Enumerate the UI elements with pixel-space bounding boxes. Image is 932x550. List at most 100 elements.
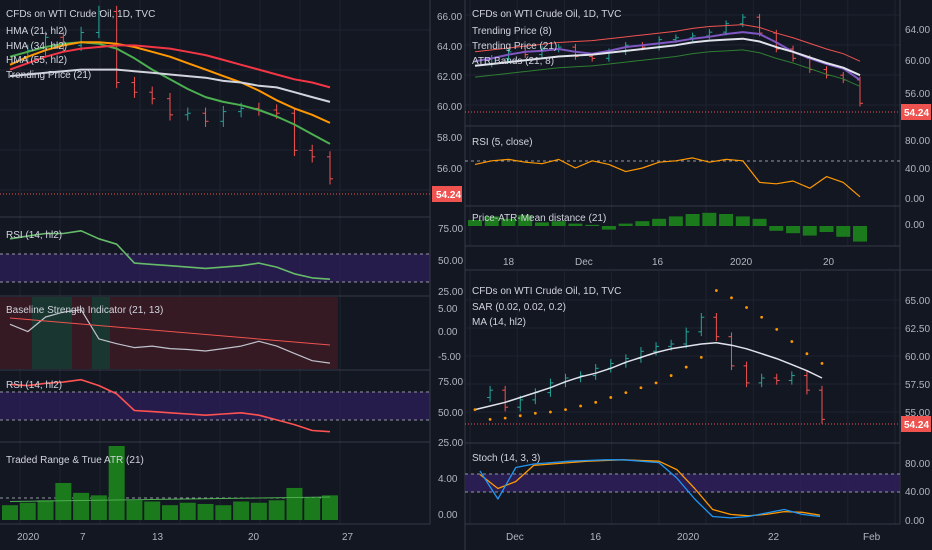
tr-pam-bar xyxy=(501,218,516,226)
tr-pam-bar xyxy=(685,214,700,226)
tr-pam-label[interactable]: Price-ATR-Mean distance (21) xyxy=(472,213,606,224)
br-legend-0[interactable]: SAR (0.02, 0.02, 0.2) xyxy=(472,302,566,313)
br-lines xyxy=(473,289,824,519)
left-atr-bar xyxy=(162,505,178,520)
tr-legend-0[interactable]: Trending Price (8) xyxy=(472,26,552,37)
tr-rsi-tick-2: 0.00 xyxy=(905,194,925,205)
left-atr-bar xyxy=(73,492,90,520)
left-atr-bar xyxy=(250,502,267,520)
tr-pam-bar xyxy=(585,224,600,226)
tr-trend21-line xyxy=(474,37,861,77)
br-sar-dot xyxy=(775,328,779,331)
tr-pam-bar xyxy=(518,215,533,226)
left-atr-bar xyxy=(90,495,107,520)
tr-x-tick-1: Dec xyxy=(575,257,593,268)
left-rsi2-tick-2: 25.00 xyxy=(438,438,463,449)
left-atr-bar xyxy=(144,501,161,520)
tr-pam-bar xyxy=(719,214,734,226)
tr-atr-lower xyxy=(474,49,861,87)
left-series-line-0 xyxy=(9,41,331,145)
left-atr-bar xyxy=(215,505,232,520)
br-sar-dot xyxy=(624,391,628,394)
tr-pam-bar xyxy=(735,216,750,226)
left-atr-bar xyxy=(322,495,338,520)
left-x-tick-0: 2020 xyxy=(17,532,40,543)
left-x-tick-4: 27 xyxy=(342,532,354,543)
left-bsi-label[interactable]: Baseline Strength Indicator (21, 13) xyxy=(6,305,163,316)
left-atr-bar xyxy=(37,500,54,520)
tr-title: CFDs on WTI Crude Oil, 1D, TVC xyxy=(472,9,621,20)
br-x-tick-0: Dec xyxy=(506,532,524,543)
br-sar-dot xyxy=(684,365,688,369)
left-rsi1-tick-2: 25.00 xyxy=(438,287,463,298)
tr-pam-bar xyxy=(702,212,717,226)
left-price-badge xyxy=(432,186,462,202)
left-atr-bar xyxy=(179,502,196,520)
br-stoch-d-line xyxy=(479,459,821,517)
left-atr-bar xyxy=(55,483,72,520)
br-sar-dot xyxy=(488,417,492,421)
br-sar-dot xyxy=(564,408,567,412)
left-rsi2-line xyxy=(9,378,331,433)
tr-pam-bar xyxy=(836,226,851,237)
tr-rsi-tick-0: 80.00 xyxy=(905,136,930,147)
left-atr-bars xyxy=(2,446,338,520)
tr-pam-bar xyxy=(601,226,616,230)
tr-pam-bar xyxy=(652,218,667,226)
left-rsi1-label[interactable]: RSI (14, hl2) xyxy=(6,230,62,241)
tr-pam-bar xyxy=(802,226,817,236)
left-atr-tick-1: 0.00 xyxy=(438,510,458,521)
br-sar-dot xyxy=(714,289,718,292)
left-atr-line xyxy=(9,496,331,502)
left-atr-bar xyxy=(304,497,321,520)
br-sar-dot xyxy=(730,296,733,300)
tr-pam-bar xyxy=(668,216,683,226)
left-legend-2[interactable]: HMA (55, hl2) xyxy=(6,55,67,66)
left-x-tick-2: 13 xyxy=(152,532,164,543)
left-bsi-tick-1: 0.00 xyxy=(438,327,458,338)
tr-legend-1[interactable]: Trending Price (21) xyxy=(472,41,557,52)
tr-pam-bars xyxy=(468,212,867,242)
tr-pam-bar xyxy=(484,216,499,226)
tr-pam-tick-0: 0.00 xyxy=(905,220,925,231)
br-sar-dot xyxy=(579,404,583,408)
tr-pam-bar xyxy=(534,222,549,226)
left-bsi-trend xyxy=(9,317,331,346)
br-x-tick-1: 16 xyxy=(590,532,602,543)
left-legend-0[interactable]: HMA (21, hl2) xyxy=(6,26,67,37)
left-price-badge-text: 54.24 xyxy=(436,190,461,201)
left-rsi1-line xyxy=(9,230,331,280)
br-x-tick-2: 2020 xyxy=(677,532,700,543)
left-atr-bar xyxy=(197,503,214,520)
tr-legend-2[interactable]: ATR Bands (21, 8) xyxy=(472,56,554,67)
left-rsi2-tick-0: 75.00 xyxy=(438,377,463,388)
tr-rsi-line xyxy=(474,157,861,198)
br-stoch-tick-2: 0.00 xyxy=(905,516,925,527)
left-atr-bar xyxy=(268,500,285,520)
left-bsi-tick-2: -5.00 xyxy=(438,352,461,363)
tr-pam-bar xyxy=(635,221,650,226)
left-atr-bar xyxy=(2,505,18,520)
tr-price-tick-0: 66.00 xyxy=(437,12,462,23)
tr-rsi-label[interactable]: RSI (5, close) xyxy=(472,137,533,148)
left-atr-label[interactable]: Traded Range & True ATR (21) xyxy=(6,455,144,466)
left-legend-3[interactable]: Trending Price (21) xyxy=(6,70,91,81)
left-legend-1[interactable]: HMA (34, hl2) xyxy=(6,41,67,52)
br-sar-dot xyxy=(533,411,537,415)
left-series-line-3 xyxy=(9,68,331,103)
br-price-badge xyxy=(901,416,931,432)
left-rsi2-label[interactable]: RSI (14, hl2) xyxy=(6,380,62,391)
br-stoch-band xyxy=(465,474,900,492)
tr-pam-bar xyxy=(468,220,482,226)
br-ma-line xyxy=(474,342,823,411)
br-stoch-label[interactable]: Stoch (14, 3, 3) xyxy=(472,453,540,464)
tr-pam-bar xyxy=(551,221,566,226)
br-legend-1[interactable]: MA (14, hl2) xyxy=(472,317,526,328)
top-right-chart: 54.24 CFDs on WTI Crude Oil, 1D, TVC Tre… xyxy=(437,0,932,550)
br-sar-dot xyxy=(473,408,477,412)
left-x-tick-1: 7 xyxy=(80,532,86,543)
br-title: CFDs on WTI Crude Oil, 1D, TVC xyxy=(472,286,621,297)
tr-pam-bar xyxy=(568,223,583,226)
tr-price-tick-4: 58.00 xyxy=(437,133,462,144)
tr-price-tick-3: 60.00 xyxy=(437,102,462,113)
